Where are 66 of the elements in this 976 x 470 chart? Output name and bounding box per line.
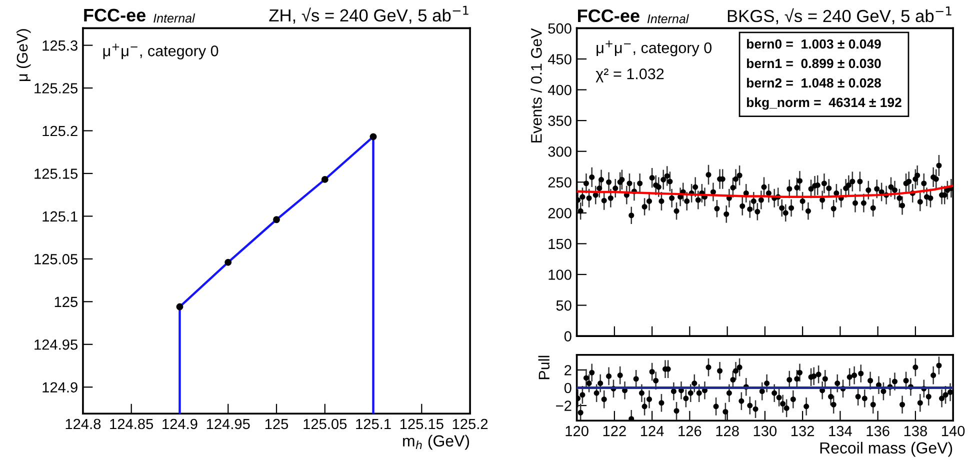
- annotation: μ$^{+}$μ$^{−}$, category 0: [103, 44, 218, 60]
- x-tick-label: 140: [942, 426, 965, 436]
- y-tick-label: 125.2: [42, 126, 78, 136]
- x-tick-label: 125.2: [452, 418, 488, 430]
- y-tick-label: 350: [548, 116, 572, 126]
- chart-subtitle: Internal: [647, 14, 689, 24]
- y-tick-label: 125.3: [42, 40, 78, 51]
- point: [321, 176, 328, 183]
- y-tick-label: 125.25: [34, 83, 78, 94]
- x-tick-label: 124.95: [206, 418, 250, 430]
- y-tick-label: 125.15: [34, 168, 78, 179]
- y-axis-title: μ (GeV): [16, 29, 31, 81]
- x-tick-label: 130: [754, 426, 777, 436]
- y-tick-label: 124.95: [34, 339, 78, 350]
- y-tick-label: 250: [548, 177, 572, 188]
- point: [224, 258, 232, 266]
- x-tick-label: 126: [678, 426, 702, 436]
- annotation: μ$^{+}$μ$^{−}$, category 0: [596, 40, 712, 56]
- text: ZH, √s = 240 GeV, 5 ab$^{−1}$: [269, 6, 468, 24]
- annotation: bern1 = 0.899 ± 0.030: [747, 58, 881, 68]
- y-tick-label: 100: [548, 270, 572, 280]
- y-tick-label: 125: [54, 296, 78, 308]
- y-tick-label: −2: [556, 400, 572, 411]
- y-tick-label: 125.05: [34, 254, 78, 264]
- chart-title: FCC-ee: [84, 8, 146, 22]
- x-tick-label: 138: [904, 426, 927, 436]
- y-tick-label: 0: [564, 382, 572, 394]
- y-tick-label: 300: [548, 146, 572, 157]
- point: [273, 216, 280, 224]
- annotation: bern0 = 1.003 ± 0.049: [747, 38, 881, 49]
- y-tick-label: 450: [548, 54, 572, 64]
- point: [370, 133, 377, 140]
- x-tick-label: 125: [265, 418, 288, 430]
- x-tick-label: 125.15: [400, 418, 444, 430]
- y-tick-label: 0: [564, 331, 572, 342]
- y-tick-label: 125.1: [42, 211, 78, 222]
- y-tick-label: 50: [556, 300, 572, 311]
- y-tick-label: 200: [548, 208, 572, 218]
- x-tick-label: 124.85: [110, 418, 154, 430]
- y-tick-label: 150: [548, 238, 572, 250]
- x-axis-title: m$_{h}$ (GeV): [403, 434, 470, 450]
- x-tick-label: 120: [566, 426, 588, 436]
- y-tick-label: 124.9: [42, 382, 78, 393]
- x-tick-label: 125.05: [304, 418, 347, 430]
- point: [176, 303, 184, 310]
- y-tick-label: 500: [548, 23, 572, 34]
- chart-title: FCC-ee: [578, 9, 640, 22]
- annotation: bern2 = 1.048 ± 0.028: [747, 78, 881, 88]
- x-axis-title: Recoil mass (GeV): [820, 442, 952, 457]
- x-tick-label: 134: [829, 426, 852, 436]
- y-axis-title: Pull: [538, 356, 550, 380]
- x-tick-label: 132: [792, 426, 814, 436]
- y-tick-label: 2: [564, 365, 572, 376]
- x-tick-label: 124.9: [162, 418, 198, 430]
- x-tick-label: 128: [716, 426, 739, 436]
- x-tick-label: 125.1: [356, 418, 391, 430]
- y-axis-title: Events / 0.1 GeV: [530, 28, 542, 142]
- chart-subtitle: Internal: [154, 13, 196, 23]
- x-tick-label: 136: [866, 426, 890, 436]
- annotation: χ² = 1.032: [596, 68, 664, 82]
- x-tick-label: 124.8: [66, 418, 101, 430]
- text: BKGS, √s = 240 GeV, 5 ab$^{−1}$: [728, 6, 952, 24]
- x-tick-label: 122: [603, 426, 626, 436]
- annotation: bkg_norm = 46314 ± 192: [747, 97, 902, 110]
- x-tick-label: 124: [641, 426, 664, 436]
- y-tick-label: 400: [548, 84, 572, 96]
